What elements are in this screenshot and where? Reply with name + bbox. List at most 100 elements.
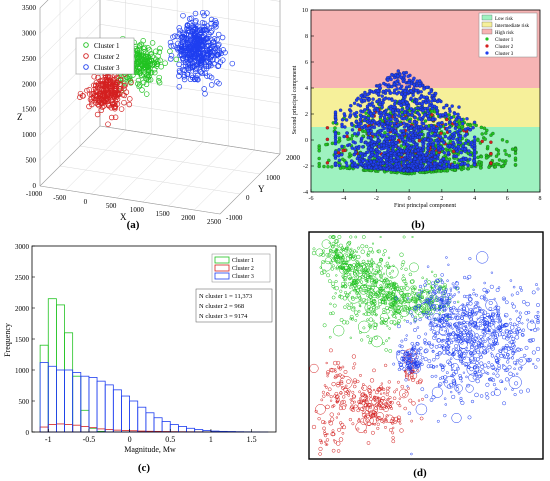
panel-b-legend-cluster3: Cluster 3 — [495, 52, 514, 57]
point-cluster1 — [350, 317, 355, 321]
point-cluster1 — [369, 277, 375, 283]
point-cluster3 — [442, 164, 446, 168]
point-cluster1 — [396, 322, 399, 326]
point-cluster1 — [377, 305, 381, 309]
point-cluster2 — [445, 117, 449, 122]
point-cluster1 — [389, 287, 392, 291]
point-cluster1 — [391, 297, 396, 302]
point-cluster3 — [333, 154, 338, 158]
point-cluster3 — [435, 111, 440, 116]
point-cluster2 — [396, 401, 401, 406]
point-cluster1 — [363, 267, 368, 272]
point-cluster1 — [338, 265, 343, 270]
point-cluster1 — [361, 262, 374, 275]
point-cluster2 — [369, 378, 375, 383]
point-cluster1 — [434, 280, 438, 284]
point-cluster3 — [387, 114, 391, 119]
point-cluster1 — [412, 305, 416, 310]
point-cluster3 — [427, 91, 431, 96]
point-cluster3 — [399, 149, 403, 153]
point-cluster3 — [432, 104, 437, 109]
point-cluster3 — [338, 108, 343, 112]
point-cluster3 — [213, 24, 219, 30]
point-cluster1 — [339, 257, 343, 261]
point-cluster3 — [407, 80, 411, 85]
legend-swatch-c-cluster1 — [214, 256, 230, 264]
point-cluster3 — [354, 119, 359, 124]
point-cluster1 — [505, 139, 509, 144]
point-cluster1 — [334, 292, 337, 295]
point-cluster2 — [91, 82, 97, 89]
point-cluster3 — [202, 36, 209, 42]
point-cluster1 — [358, 301, 362, 305]
point-cluster1 — [343, 284, 348, 289]
bar-cluster2 — [39, 426, 49, 433]
annotation-n-cluster2: N cluster 2 = 968 — [199, 303, 244, 310]
x-tick-label: 2 — [440, 196, 443, 202]
panel-b-ylabel: Second principal component — [292, 65, 298, 134]
point-cluster2 — [377, 396, 381, 401]
point-cluster3 — [365, 159, 369, 164]
point-cluster1 — [330, 141, 335, 146]
point-cluster3 — [409, 126, 413, 130]
point-cluster3 — [453, 164, 458, 169]
point-cluster1 — [353, 255, 358, 260]
point-cluster3 — [456, 144, 460, 149]
point-cluster3 — [190, 56, 196, 63]
point-cluster3 — [448, 129, 452, 134]
point-cluster1 — [381, 299, 386, 304]
point-cluster1 — [438, 277, 443, 282]
point-cluster2 — [77, 94, 83, 100]
point-cluster3 — [389, 91, 393, 95]
point-cluster3 — [189, 50, 195, 56]
panel-b-legend-low: Low risk — [495, 17, 513, 22]
point-cluster3 — [444, 122, 448, 127]
point-cluster3 — [459, 117, 464, 122]
point-cluster3 — [461, 144, 465, 148]
point-cluster3 — [356, 131, 360, 135]
point-cluster3 — [427, 117, 431, 122]
point-cluster3 — [215, 63, 221, 70]
point-cluster3 — [333, 162, 338, 166]
point-cluster1 — [348, 254, 353, 258]
panel-b-legend-mid: Intermediate risk — [495, 24, 530, 29]
point-cluster3 — [382, 81, 386, 86]
point-cluster1 — [334, 286, 339, 291]
point-cluster3 — [459, 158, 464, 162]
point-cluster1 — [437, 169, 441, 173]
grid-line-y-floor — [79, 145, 261, 175]
point-cluster1 — [416, 298, 419, 302]
point-cluster3 — [389, 121, 393, 126]
bar-cluster3 — [121, 395, 131, 433]
point-cluster3 — [401, 138, 405, 142]
point-cluster3 — [337, 154, 341, 158]
point-cluster2 — [94, 111, 101, 118]
point-cluster1 — [139, 87, 145, 93]
point-cluster1 — [147, 77, 154, 83]
point-cluster1 — [332, 257, 337, 261]
grid-line-z-side — [39, 0, 74, 34]
point-cluster1 — [330, 165, 334, 169]
point-cluster3 — [392, 90, 396, 95]
point-cluster1 — [503, 148, 507, 153]
point-cluster1 — [410, 297, 414, 301]
point-cluster1 — [413, 308, 418, 313]
point-cluster3 — [383, 97, 387, 101]
panel-b-plot-frame — [310, 9, 541, 193]
point-cluster3 — [215, 31, 222, 38]
point-cluster3 — [376, 89, 380, 93]
point-cluster3 — [408, 153, 412, 158]
bar-cluster3 — [177, 426, 187, 433]
point-cluster3 — [359, 162, 363, 166]
point-cluster3 — [168, 43, 174, 49]
point-cluster2 — [430, 113, 434, 117]
point-cluster3 — [401, 129, 405, 133]
point-cluster3 — [409, 89, 413, 93]
point-cluster2 — [105, 77, 111, 84]
point-cluster1 — [406, 307, 409, 311]
point-cluster1 — [336, 267, 339, 271]
point-cluster1 — [148, 69, 155, 76]
panel-b-legend: Low risk Intermediate risk High risk Clu… — [478, 12, 538, 58]
point-cluster3 — [438, 162, 442, 166]
